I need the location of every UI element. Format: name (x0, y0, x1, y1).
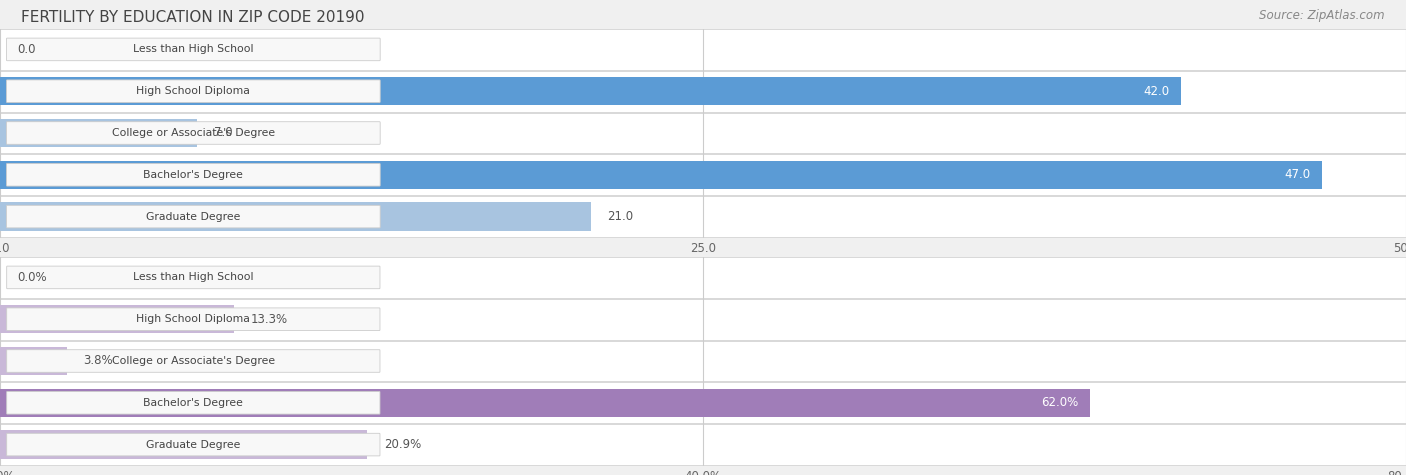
FancyBboxPatch shape (7, 391, 380, 414)
Text: High School Diploma: High School Diploma (136, 86, 250, 96)
FancyBboxPatch shape (0, 29, 1406, 70)
Text: 20.9%: 20.9% (384, 438, 422, 451)
FancyBboxPatch shape (0, 257, 1406, 298)
Text: Graduate Degree: Graduate Degree (146, 211, 240, 222)
Text: 62.0%: 62.0% (1042, 396, 1078, 409)
Bar (0, 202, 591, 231)
Text: 0.0%: 0.0% (17, 271, 46, 284)
FancyBboxPatch shape (7, 308, 380, 331)
FancyBboxPatch shape (7, 122, 380, 144)
FancyBboxPatch shape (0, 299, 1406, 340)
FancyBboxPatch shape (0, 113, 1406, 153)
Bar (0, 77, 1181, 105)
Text: Less than High School: Less than High School (134, 272, 253, 283)
FancyBboxPatch shape (7, 205, 380, 228)
Text: Less than High School: Less than High School (134, 44, 253, 55)
Bar (0, 161, 1322, 189)
FancyBboxPatch shape (0, 424, 1406, 465)
FancyBboxPatch shape (7, 38, 380, 61)
FancyBboxPatch shape (7, 266, 380, 289)
FancyBboxPatch shape (7, 80, 380, 103)
Text: Bachelor's Degree: Bachelor's Degree (143, 170, 243, 180)
FancyBboxPatch shape (0, 382, 1406, 423)
Text: 3.8%: 3.8% (84, 354, 114, 368)
FancyBboxPatch shape (7, 350, 380, 372)
Text: 0.0: 0.0 (17, 43, 35, 56)
Text: 47.0: 47.0 (1284, 168, 1310, 181)
Text: College or Associate's Degree: College or Associate's Degree (111, 356, 276, 366)
Bar (0, 389, 1090, 417)
Bar (0, 305, 233, 333)
Text: FERTILITY BY EDUCATION IN ZIP CODE 20190: FERTILITY BY EDUCATION IN ZIP CODE 20190 (21, 10, 364, 25)
Text: 42.0: 42.0 (1143, 85, 1170, 98)
Bar (0, 119, 197, 147)
Text: 21.0: 21.0 (607, 210, 634, 223)
Text: Bachelor's Degree: Bachelor's Degree (143, 398, 243, 408)
FancyBboxPatch shape (7, 433, 380, 456)
FancyBboxPatch shape (0, 196, 1406, 237)
FancyBboxPatch shape (0, 154, 1406, 195)
Text: High School Diploma: High School Diploma (136, 314, 250, 324)
Bar (0, 430, 367, 459)
Text: 7.0: 7.0 (214, 126, 232, 140)
Text: College or Associate's Degree: College or Associate's Degree (111, 128, 276, 138)
FancyBboxPatch shape (0, 71, 1406, 112)
FancyBboxPatch shape (0, 341, 1406, 381)
Text: Source: ZipAtlas.com: Source: ZipAtlas.com (1260, 10, 1385, 22)
FancyBboxPatch shape (7, 163, 380, 186)
Text: Graduate Degree: Graduate Degree (146, 439, 240, 450)
Text: 13.3%: 13.3% (250, 313, 288, 326)
Bar (0, 347, 67, 375)
